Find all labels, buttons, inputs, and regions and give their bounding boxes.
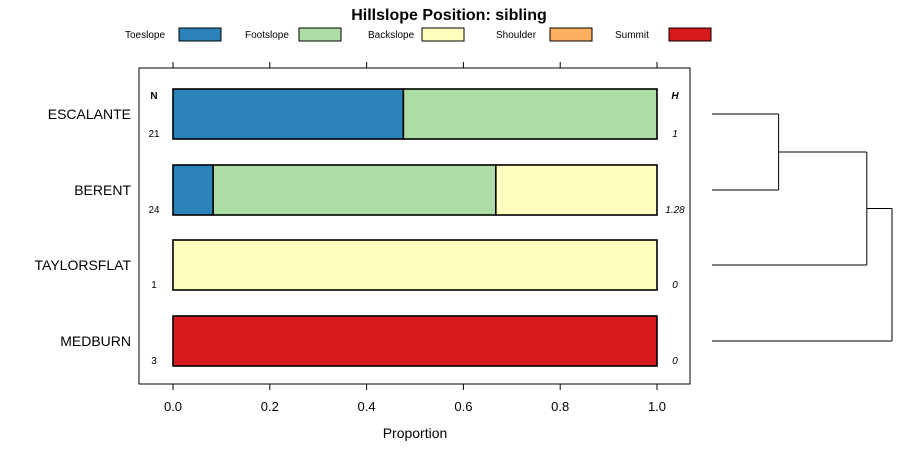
bar-escalante-toeslope bbox=[172, 88, 405, 140]
h-value-escalante: 1 bbox=[672, 129, 678, 140]
x-tick-label-1-0: 1.0 bbox=[648, 399, 666, 414]
n-value-medburn: 3 bbox=[151, 356, 157, 367]
x-tick-label-0-0: 0.0 bbox=[164, 399, 182, 414]
bar-berent-backslope bbox=[495, 164, 658, 216]
legend: Toeslope Footslope Backslope Shoulder Summit bbox=[125, 27, 712, 42]
legend-swatch-backslope bbox=[421, 27, 465, 42]
legend-swatch-shoulder bbox=[549, 27, 593, 42]
category-labels: ESCALANTE BERENT TAYLORSFLAT MEDBURN bbox=[35, 106, 132, 349]
bars bbox=[172, 88, 658, 367]
n-column: N 21 24 1 3 bbox=[148, 91, 160, 367]
h-header: H bbox=[671, 91, 679, 102]
h-value-medburn: 0 bbox=[672, 356, 678, 367]
category-label-taylorsflat: TAYLORSFLAT bbox=[35, 257, 132, 273]
category-label-medburn: MEDBURN bbox=[60, 333, 131, 349]
bar-escalante-footslope bbox=[402, 88, 658, 140]
category-label-escalante: ESCALANTE bbox=[48, 106, 131, 122]
legend-label-backslope: Backslope bbox=[368, 30, 415, 41]
n-value-berent: 24 bbox=[148, 205, 160, 216]
bar-taylorsflat-backslope bbox=[172, 239, 658, 291]
legend-label-toeslope: Toeslope bbox=[125, 30, 165, 41]
bar-berent-toeslope bbox=[172, 164, 214, 216]
top-ticks bbox=[172, 62, 658, 68]
x-tick-label-0-2: 0.2 bbox=[261, 399, 279, 414]
dendrogram bbox=[712, 113, 893, 342]
x-tick-label-0-6: 0.6 bbox=[454, 399, 472, 414]
category-label-berent: BERENT bbox=[74, 182, 131, 198]
legend-swatch-toeslope bbox=[178, 27, 222, 42]
n-header: N bbox=[150, 91, 157, 102]
legend-label-shoulder: Shoulder bbox=[496, 30, 537, 41]
bar-berent-footslope bbox=[212, 164, 497, 216]
h-column: H 1 1.28 0 0 bbox=[665, 91, 685, 367]
legend-label-footslope: Footslope bbox=[245, 30, 289, 41]
x-tick-label-0-4: 0.4 bbox=[358, 399, 376, 414]
legend-swatch-summit bbox=[668, 27, 712, 42]
n-value-taylorsflat: 1 bbox=[151, 280, 157, 291]
x-tick-label-0-8: 0.8 bbox=[551, 399, 569, 414]
x-axis: 0.0 0.2 0.4 0.6 0.8 1.0 bbox=[164, 384, 666, 414]
bar-medburn-summit bbox=[172, 315, 658, 367]
n-value-escalante: 21 bbox=[148, 129, 160, 140]
h-value-berent: 1.28 bbox=[665, 205, 685, 216]
legend-swatch-footslope bbox=[298, 27, 342, 42]
plot-frame bbox=[138, 67, 691, 385]
chart-title: Hillslope Position: sibling bbox=[351, 7, 547, 24]
legend-label-summit: Summit bbox=[615, 30, 649, 41]
x-axis-title: Proportion bbox=[383, 425, 448, 441]
h-value-taylorsflat: 0 bbox=[672, 280, 678, 291]
